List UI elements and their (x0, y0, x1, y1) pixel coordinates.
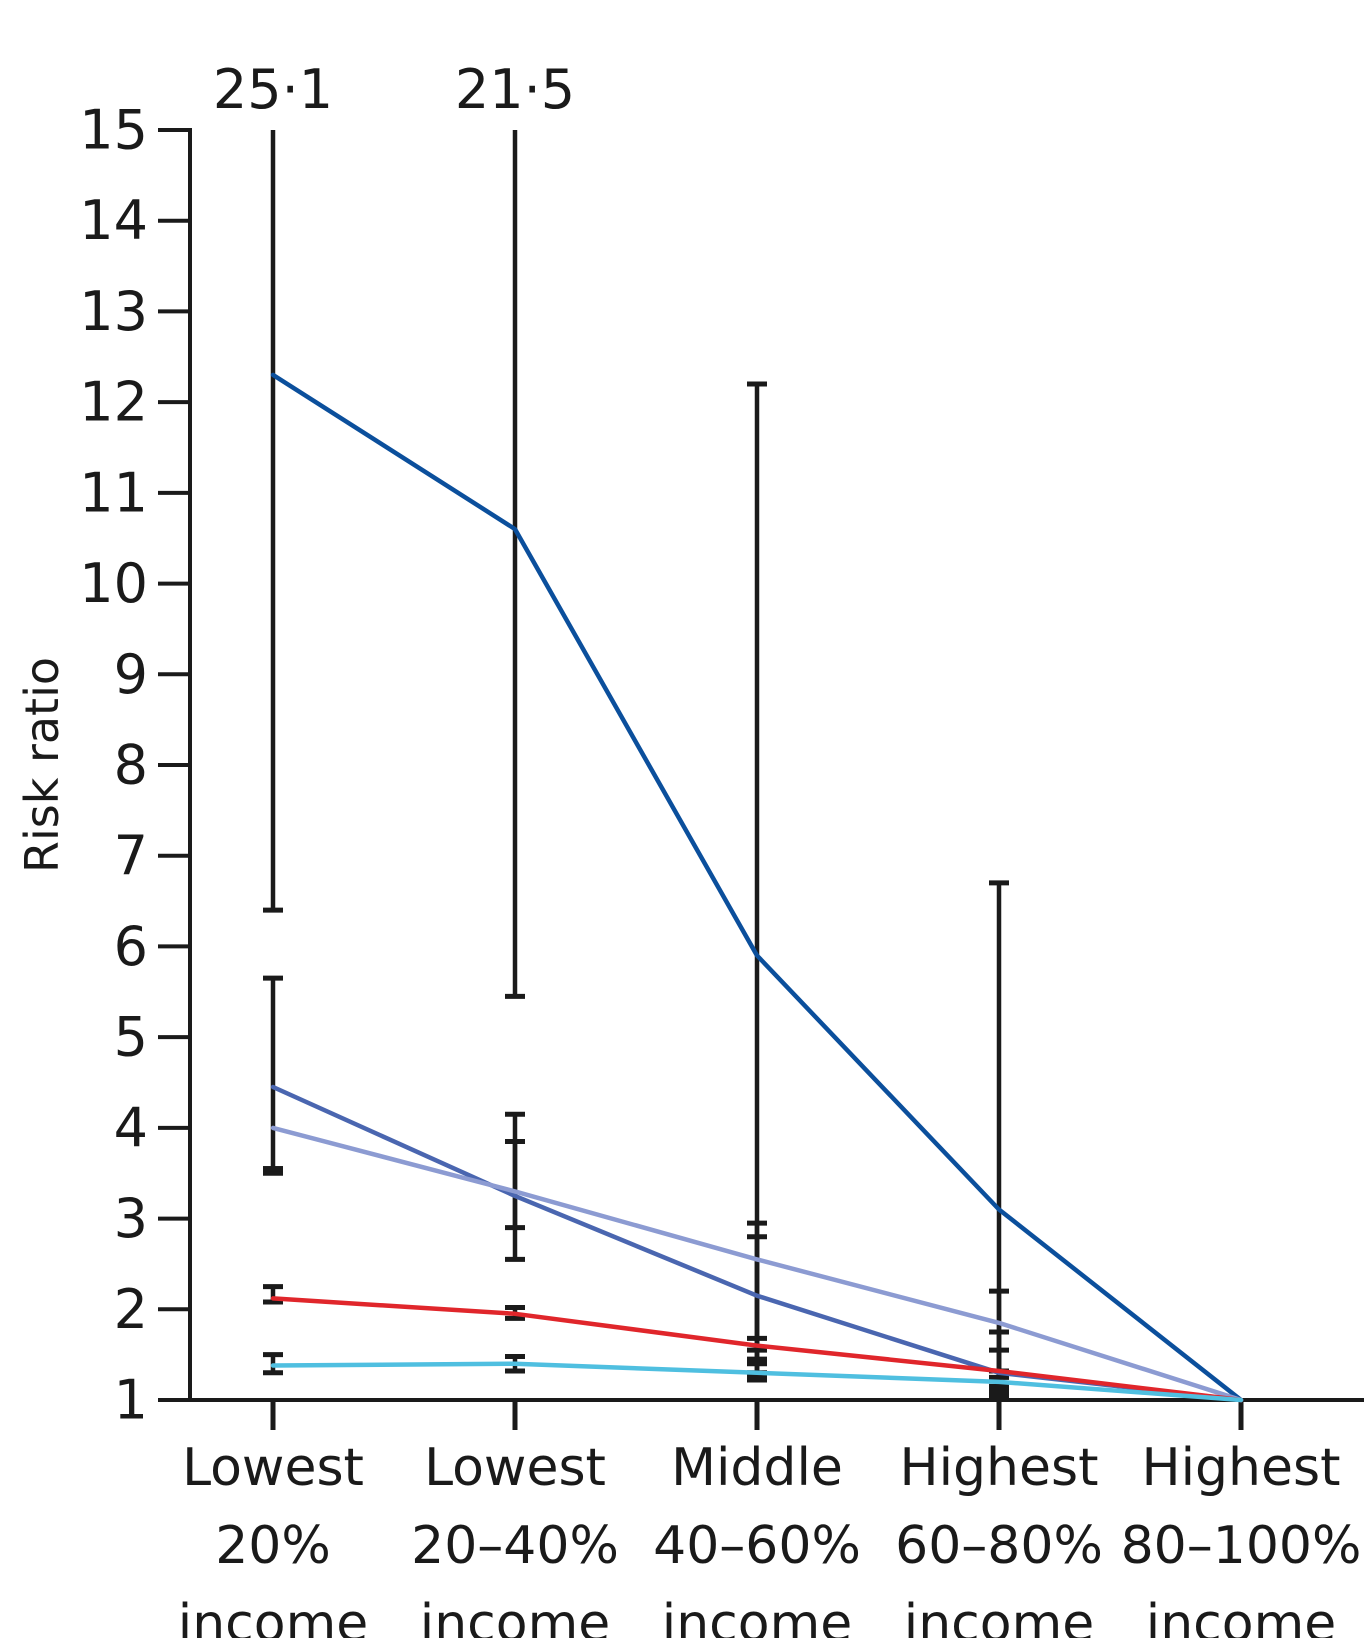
x-tick-label: 20% (215, 1516, 331, 1576)
series-line-3 (270, 1125, 1244, 1403)
x-tick-label: Middle (671, 1438, 843, 1498)
y-tick-label: 15 (79, 99, 148, 162)
series-line-5 (270, 1361, 1244, 1403)
y-tick-label: 12 (79, 371, 148, 434)
y-tick-label: 11 (79, 461, 148, 524)
series-line-1 (270, 372, 1244, 1403)
x-tick-label: 80–100% (1121, 1516, 1362, 1576)
labels: 123456789101112131415Lowest20%incomeLowe… (15, 58, 1361, 1638)
y-axis-title: Risk ratio (15, 657, 69, 873)
x-tick-label: Lowest (424, 1438, 606, 1498)
y-tick-label: 14 (79, 189, 148, 252)
clipped-ci-label: 25·1 (213, 58, 333, 121)
y-tick-label: 1 (114, 1369, 148, 1432)
y-tick-label: 6 (114, 915, 148, 978)
x-tick-label: income (1146, 1594, 1336, 1638)
x-tick-label: income (420, 1594, 610, 1638)
x-tick-label: 20–40% (411, 1516, 619, 1576)
x-tick-label: Lowest (182, 1438, 364, 1498)
x-tick-label: income (178, 1594, 368, 1638)
x-tick-label: 60–80% (895, 1516, 1103, 1576)
y-tick-label: 7 (114, 824, 148, 887)
error-bars (263, 130, 1009, 1398)
x-tick-label: 40–60% (653, 1516, 861, 1576)
y-tick-label: 5 (114, 1006, 148, 1069)
series-lines (270, 372, 1244, 1403)
x-tick-label: Highest (900, 1438, 1099, 1498)
clipped-ci-label: 21·5 (455, 58, 575, 121)
y-tick-label: 8 (114, 734, 148, 797)
y-tick-label: 13 (79, 280, 148, 343)
axes (158, 128, 1364, 1430)
y-tick-label: 9 (114, 643, 148, 706)
y-tick-label: 10 (79, 552, 148, 615)
series-line-4 (270, 1296, 1244, 1403)
y-tick-label: 4 (114, 1096, 148, 1159)
y-tick-label: 2 (114, 1278, 148, 1341)
x-tick-label: income (904, 1594, 1094, 1638)
x-tick-label: Highest (1142, 1438, 1341, 1498)
x-tick-label: income (662, 1594, 852, 1638)
y-tick-label: 3 (114, 1187, 148, 1250)
